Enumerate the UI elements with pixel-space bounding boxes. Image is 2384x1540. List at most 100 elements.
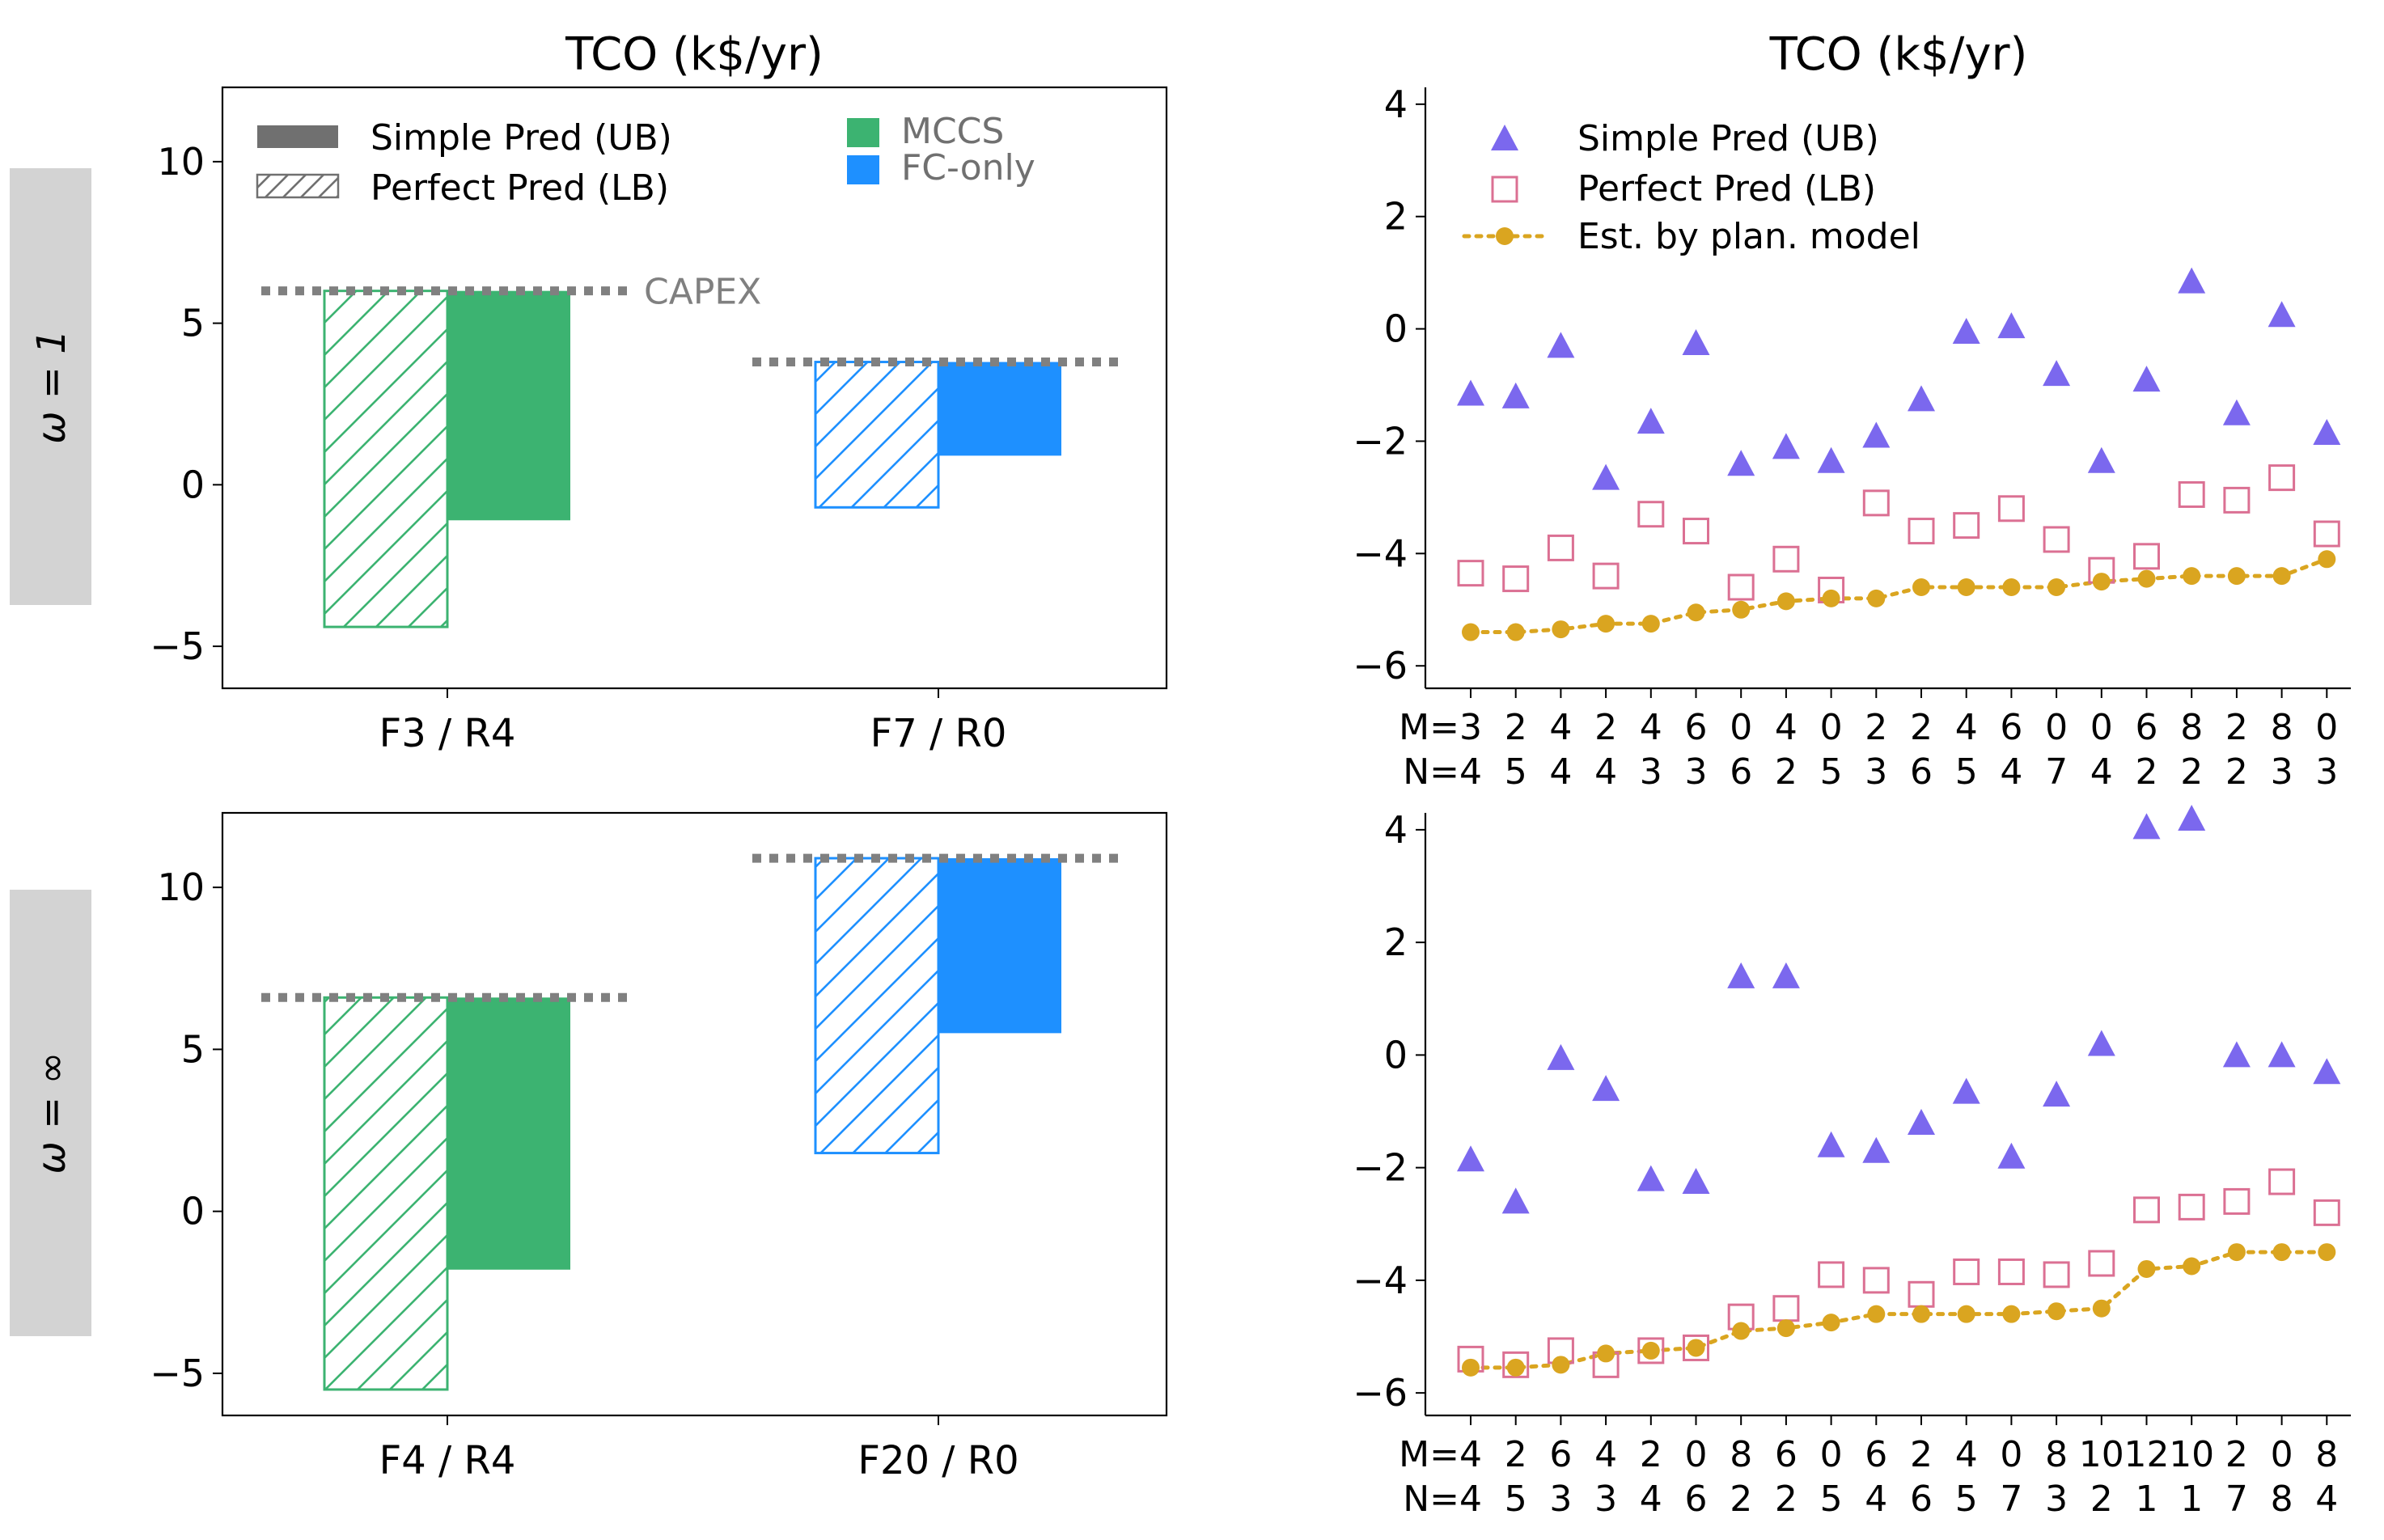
n-value-label: 8 [2271,1479,2293,1520]
y-tick-label: 0 [181,1190,205,1233]
estimate-point [2183,567,2201,586]
n-value-label: 6 [1910,751,1933,793]
legend-simple-label: Simple Pred (UB) [371,117,672,159]
simple-pred-point [1682,328,1710,355]
m-value-label: 6 [1685,707,1708,748]
estimate-point [1687,603,1705,622]
simple-pred-point [1457,379,1484,406]
simple-pred-point [1592,1075,1620,1102]
simple-pred-point [2268,1041,2296,1068]
simple-pred-point [1997,1142,2026,1169]
scatter-chart-title: TCO (k$/yr) [1769,28,2028,81]
n-value-label: 7 [2045,751,2068,793]
estimate-point [2272,1243,2291,1262]
n-value-label: 2 [1775,751,1798,793]
m-value-label: 2 [1910,1434,1933,1475]
m-value-label: 6 [2136,707,2158,748]
n-value-label: 3 [2315,751,2338,793]
perfect-pred-point [2178,1193,2205,1221]
capex-label: CAPEX [644,272,761,313]
m-value-label: 2 [1505,1434,1527,1475]
n-value-label: 5 [1820,1479,1843,1520]
simple-pred-point [2132,366,2161,392]
scatter-chart-bottom: −6−4−2024M=4N=42563432406826205642645078… [1353,804,2351,1520]
y-tick-label: −4 [1353,1259,1408,1302]
simple-pred-point [2268,301,2296,328]
perfect-pred-point [1997,495,2025,522]
simple-pred-point [1772,433,1800,459]
simple-pred-point [1501,382,1530,408]
n-value-label: 3 [1685,751,1708,793]
row-label-omega-inf-text: ω = ∞ [29,1052,74,1174]
m-value-label: 0 [2271,1434,2293,1475]
category-label: F3 / R4 [379,711,516,756]
m-value-label: 4 [1775,707,1798,748]
m-value-label: 0 [1820,1434,1843,1475]
perfect-pred-point [2133,543,2160,570]
n-value-label: 2 [2225,751,2248,793]
legend-scatter-simple-label: Simple Pred (UB) [1577,118,1879,159]
estimate-point [1597,1344,1615,1363]
estimate-point [1552,1356,1570,1374]
m-value-label: 2 [1505,707,1527,748]
estimate-point [1732,600,1751,619]
estimate-point [1822,589,1840,607]
n-value-label: 3 [1865,751,1887,793]
perfect-pred-point [2043,526,2070,553]
estimate-point [1506,1358,1525,1377]
n-value-label: 4 [2090,751,2113,793]
n-value-label: 2 [2090,1479,2113,1520]
simple-pred-point [2132,813,2161,840]
simple-pred-point [1637,408,1665,434]
m-value-label: 0 [1685,1434,1708,1475]
m-value-label: 0 [2090,707,2113,748]
perfect-pred-point [2043,1261,2070,1288]
y-tick-label: −5 [150,1352,205,1395]
plot-frame [221,86,1168,690]
n-value-label: N=4 [1403,751,1482,793]
m-value-label: 6 [1775,1434,1798,1475]
m-value-label: 0 [2045,707,2068,748]
bar-chart-top: TCO (k$/yr) −5 0 5 10 F3 / R4 F7 / R0 CAPEX [150,28,1168,756]
category-label: F4 / R4 [379,1438,516,1483]
estimate-point [2002,578,2021,597]
y-tick-label: −6 [1353,644,1408,688]
m-value-label: 2 [1910,707,1933,748]
n-value-label: 4 [1865,1479,1887,1520]
bar-simple-pred [447,997,570,1270]
perfect-pred-point [1637,501,1665,528]
n-value-label: 4 [1640,1479,1662,1520]
simple-pred-point [2087,1030,2115,1056]
m-value-label: 0 [1730,707,1752,748]
m-value-label: M=4 [1399,1434,1482,1475]
perfect-pred-point [2313,520,2340,548]
scatter-chart-top: TCO (k$/yr)−6−4−2024M=3N=425442443630642… [1353,28,2351,793]
n-value-label: 6 [1730,751,1752,793]
estimate-point [1776,592,1795,611]
perfect-pred-point [2223,486,2251,514]
m-value-label: 4 [1955,707,1978,748]
m-value-label: 8 [1730,1434,1752,1475]
legend-perfect-label: Perfect Pred (LB) [371,167,669,209]
estimate-point [1912,578,1930,597]
y-tick-label: 5 [181,1027,205,1071]
n-value-label: 6 [1685,1479,1708,1520]
perfect-pred-point [1772,1295,1800,1322]
m-value-label: 8 [2045,1434,2068,1475]
y-tick-label: 5 [181,302,205,345]
estimate-point [2318,550,2336,569]
bar-perfect-pred [323,290,449,628]
legend-mccs-swatch [847,118,879,147]
bar-perfect-pred [323,996,449,1391]
m-value-label: 4 [1549,707,1572,748]
perfect-pred-point [2223,1187,2251,1215]
y-tick-label: 0 [181,463,205,506]
n-value-label: 2 [2180,751,2203,793]
estimate-point [1867,589,1886,607]
m-value-label: 4 [1955,1434,1978,1475]
n-value-label: 4 [1594,751,1617,793]
m-value-label: 8 [2271,707,2293,748]
m-value-label: 2 [2225,1434,2248,1475]
row-label-omega-inf: ω = ∞ [10,890,91,1336]
